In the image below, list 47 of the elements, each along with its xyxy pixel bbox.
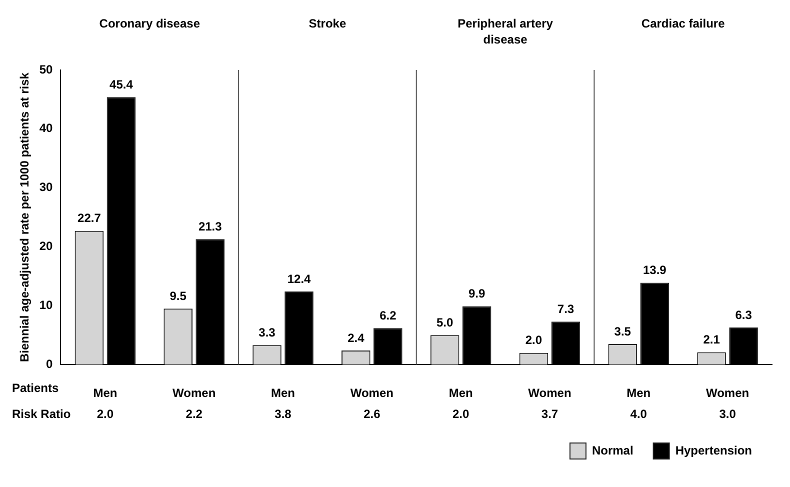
x-tick-label: Women (172, 386, 216, 400)
x-tick-label: Men (271, 386, 296, 400)
text: 2.2 (186, 406, 203, 421)
text: 3.7 (541, 406, 558, 421)
data-label: 2.0 (525, 333, 542, 348)
data-label: 22.7 (78, 211, 102, 226)
x-tick-label: Women (706, 386, 750, 400)
x-tick-label: Men (626, 386, 651, 400)
data-label: 3.3 (258, 325, 276, 340)
data-label: 9.5 (170, 288, 187, 303)
data-label: 21.3 (198, 219, 222, 234)
data-label: 13.9 (642, 263, 667, 278)
data-label: 2.1 (703, 332, 720, 347)
text: Peripheral artery disease (458, 16, 554, 46)
data-label: 12.4 (287, 272, 312, 286)
text: 3.8 (274, 406, 292, 421)
text: Risk Ratio (12, 406, 71, 421)
data-label: 5.0 (436, 315, 454, 330)
data-label: 6.3 (735, 308, 752, 322)
data-label: 2.4 (348, 330, 365, 345)
x-tick-label: Men (93, 386, 118, 400)
x-tick-label: Men (448, 386, 473, 400)
legend-label: Hypertension (675, 443, 752, 458)
text: 2.6 (364, 406, 381, 421)
text: Coronary disease (99, 16, 200, 30)
x-axis-title: Patients (12, 380, 60, 395)
text: Cardiac failure (641, 16, 726, 30)
y-tick-label: 50 (39, 62, 54, 76)
x-tick-label: Women (528, 386, 572, 400)
legend-label: Normal (592, 443, 634, 458)
data-label: 6.2 (380, 308, 397, 322)
y-tick-label: 20 (39, 239, 54, 254)
data-label: 45.4 (110, 77, 134, 92)
text: Stroke (308, 16, 346, 30)
data-label: 7.3 (557, 302, 574, 316)
text: 4.0 (630, 406, 648, 421)
y-tick-label: 0 (46, 356, 54, 371)
text: 3.0 (719, 406, 736, 421)
x-tick-label: Women (350, 386, 394, 400)
y-tick-label: 30 (39, 180, 54, 194)
text: 2.0 (96, 406, 114, 421)
text: 2.0 (452, 406, 470, 421)
data-label: 3.5 (614, 324, 632, 338)
y-axis-title: Biennial age-adjusted rate per 1000 patients at risk (18, 72, 32, 362)
y-tick-label: 10 (39, 298, 54, 312)
y-tick-label: 40 (39, 121, 54, 136)
data-label: 9.9 (468, 286, 486, 301)
